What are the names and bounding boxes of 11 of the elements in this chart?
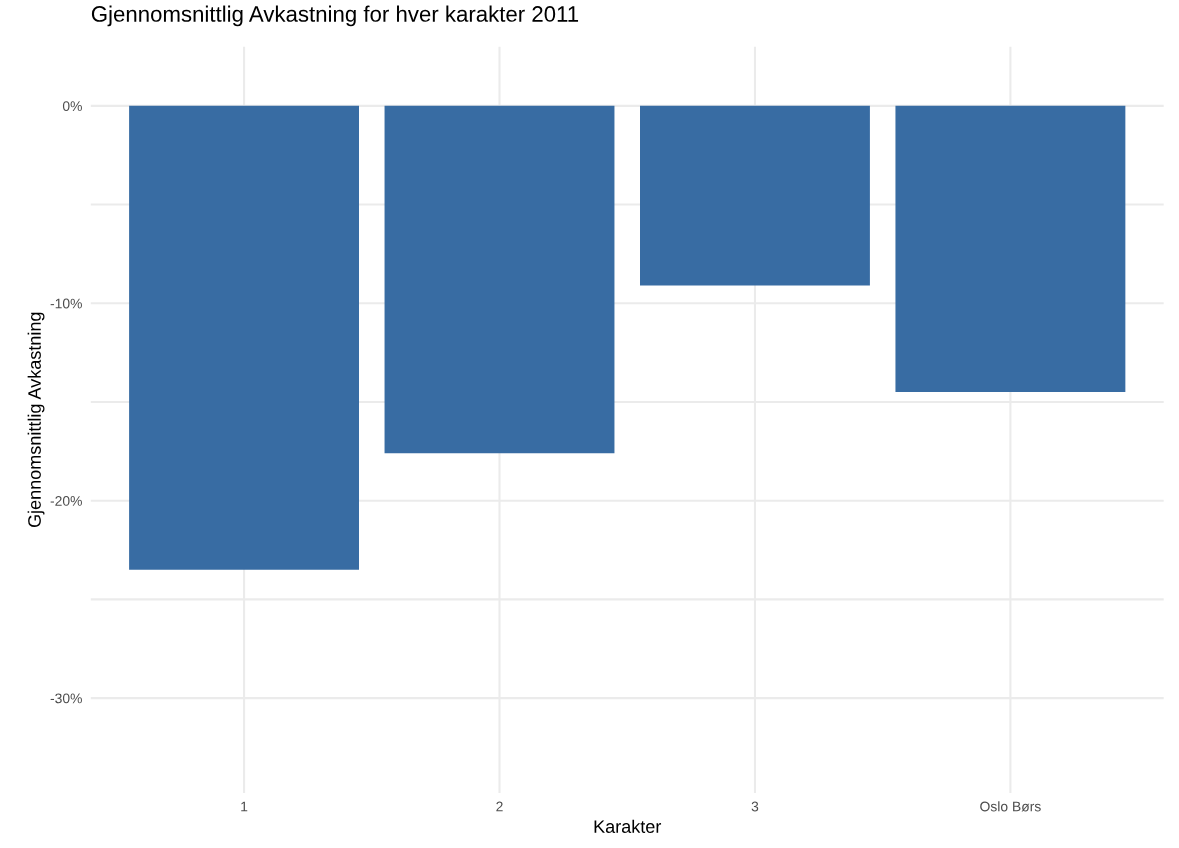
y-tick-label: 0% xyxy=(62,101,82,112)
x-tick-label: 1 xyxy=(241,801,248,812)
x-axis-title: Karakter xyxy=(594,819,662,833)
x-tick-label: 2 xyxy=(496,801,503,812)
y-tick-label: -10% xyxy=(50,298,82,309)
y-tick-label: -30% xyxy=(50,693,82,704)
y-axis-title: Gjennomsnittlig Avkastning xyxy=(27,312,45,528)
chart-title: Gjennomsnittlig Avkastning for hver karakter 2011 xyxy=(91,5,579,27)
x-tick-label: 3 xyxy=(751,801,759,812)
x-tick-label: Oslo Børs xyxy=(980,801,1041,812)
y-tick-label: -20% xyxy=(50,496,82,506)
